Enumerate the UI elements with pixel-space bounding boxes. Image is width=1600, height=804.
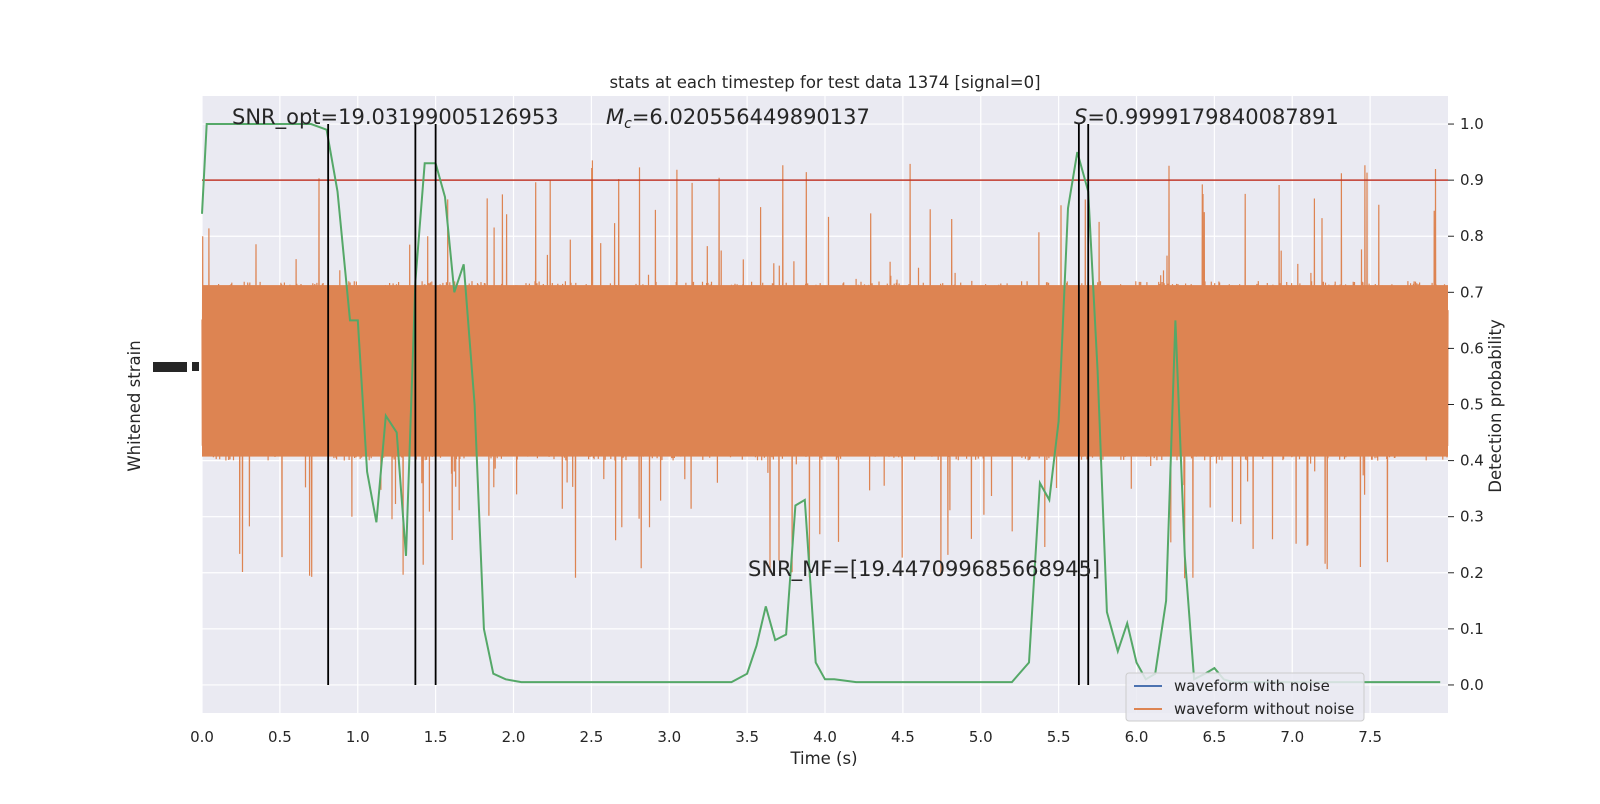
x-axis-label: Time (s) [789, 749, 857, 768]
x-tick-label: 2.5 [579, 728, 603, 746]
chirp-mass-symbol: M [606, 105, 624, 129]
x-tick-label: 6.5 [1202, 728, 1226, 746]
x-tick-label: 5.0 [969, 728, 993, 746]
y-tick-label-right: 0.7 [1460, 283, 1484, 301]
probability-layer [201, 123, 1441, 684]
tick-layer: 0.0 0.5 1.0 1.5 2.0 2.5 3.0 3.5 4.0 4.5 5.0 5.5 6.0 6… [190, 115, 1484, 746]
x-tick-label: 7.5 [1358, 728, 1382, 746]
y-tick-label-right: 0.0 [1460, 676, 1484, 694]
noise-band [202, 285, 1448, 457]
chart-title: stats at each timestep for test data 137… [609, 73, 1040, 92]
y-tick-label-right: 0.8 [1460, 227, 1484, 245]
x-tick-label: 4.0 [813, 728, 837, 746]
annotation-snr-opt: SNR_opt=19.03199005126953 [232, 105, 559, 130]
legend-box [1125, 672, 1365, 722]
x-tick-label: 6.0 [1125, 728, 1149, 746]
chirp-mass-value: =6.020556449890137 [632, 105, 870, 129]
legend-label-no-noise: waveform without noise [1174, 700, 1354, 718]
legend: waveform with noise waveform without noi… [1125, 672, 1365, 722]
chirp-mass-subscript: c [624, 116, 632, 132]
x-tick-label: 7.0 [1280, 728, 1304, 746]
legend-label-noise: waveform with noise [1174, 677, 1330, 695]
annotation-s: S=0.9999179840087891 [1074, 105, 1339, 129]
y-tick-label-right: 0.5 [1460, 396, 1484, 414]
x-tick-label: 5.5 [1047, 728, 1071, 746]
y-tick-label-right: 0.4 [1460, 452, 1484, 470]
x-tick-label: 4.5 [891, 728, 915, 746]
left-tick-blob [153, 362, 187, 372]
left-axis-collapsed-ticks [153, 362, 199, 372]
s-value: =0.9999179840087891 [1087, 105, 1338, 129]
detection-probability-line [201, 123, 1441, 684]
x-tick-label: 1.5 [424, 728, 448, 746]
x-tick-label: 0.5 [268, 728, 292, 746]
left-tick-mark [192, 362, 199, 371]
noise-layer [201, 160, 1449, 580]
x-tick-label: 0.0 [190, 728, 214, 746]
x-tick-label: 1.0 [346, 728, 370, 746]
x-tick-label: 3.5 [735, 728, 759, 746]
y-axis-label-right: Detection probability [1486, 319, 1505, 493]
y-tick-label-right: 0.6 [1460, 339, 1484, 357]
annotation-snr-mf: SNR_MF=[19.447099685668945] [748, 557, 1100, 582]
y-tick-label-right: 0.1 [1460, 620, 1484, 638]
y-tick-label-right: 0.9 [1460, 171, 1484, 189]
y-tick-label-right: 0.3 [1460, 508, 1484, 526]
y-axis-label-left: Whitened strain [125, 340, 144, 471]
s-symbol: S [1074, 105, 1087, 129]
x-tick-label: 3.0 [657, 728, 681, 746]
x-tick-label: 2.0 [502, 728, 526, 746]
vertical-lines-layer [327, 124, 1090, 685]
annotation-chirp-mass: Mc=6.020556449890137 [606, 105, 870, 132]
y-tick-label-right: 1.0 [1460, 115, 1484, 133]
y-tick-label-right: 0.2 [1460, 564, 1484, 582]
